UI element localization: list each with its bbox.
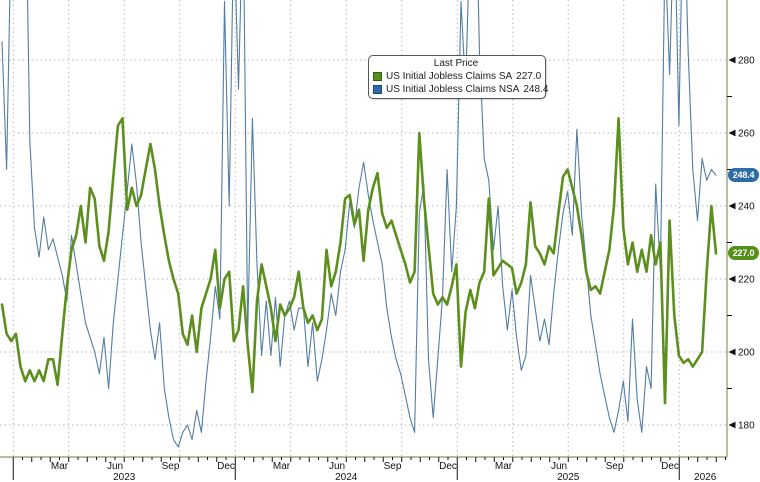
y-tick-label: 260	[738, 129, 755, 140]
year-label: 2023	[113, 472, 136, 482]
month-label: Sep	[384, 461, 402, 472]
sa-series-name: US Initial Jobless Claims SA	[386, 71, 513, 82]
series-line-nsa	[1, 0, 717, 448]
y-tick-label: 180	[738, 421, 755, 432]
y-tick-label: 240	[738, 202, 755, 213]
y-tick-arrow-icon	[728, 348, 736, 356]
y-tick-arrow-icon	[728, 421, 736, 429]
legend-row-sa: US Initial Jobless Claims SA 227.0	[373, 70, 542, 83]
month-label: Dec	[439, 461, 457, 472]
y-tick-label: 220	[738, 275, 755, 286]
month-label: Dec	[661, 461, 679, 472]
month-label: Mar	[51, 461, 69, 472]
legend-title: Last Price	[433, 58, 479, 69]
y-tick-arrow-icon	[728, 129, 736, 137]
nsa-series-swatch-icon	[373, 85, 382, 94]
y-tick-arrow-icon	[728, 202, 736, 210]
sa-last-price-badge: 227.0	[728, 246, 759, 261]
month-label: Jun	[551, 461, 567, 472]
month-label: Sep	[162, 461, 180, 472]
y-axis-ticks: 280 260 240 220 200 180	[727, 56, 755, 432]
y-tick-arrow-icon	[728, 56, 736, 64]
series-line-sa	[0, 117, 718, 405]
sa-series-value: 227.0	[516, 71, 542, 82]
axes	[0, 0, 728, 458]
month-label: Mar	[273, 461, 291, 472]
month-label: Jun	[107, 461, 123, 472]
year-label: 2026	[694, 472, 717, 482]
x-axis-labels: Mar Jun Sep Dec Mar Jun Sep Dec Mar Jun Sep Dec 2023…	[51, 461, 717, 482]
series-group	[0, 0, 718, 448]
y-tick-arrow-icon	[728, 275, 736, 283]
nsa-last-price-badge: 248.4	[728, 168, 759, 183]
nsa-series-value: 248.4	[523, 84, 549, 95]
legend-row-nsa: US Initial Jobless Claims NSA 248.4	[373, 83, 548, 96]
nsa-series-name: US Initial Jobless Claims NSA	[386, 84, 520, 95]
x-axis-ticks	[12, 457, 726, 480]
month-label: Jun	[329, 461, 345, 472]
y-tick-label: 280	[738, 56, 755, 67]
month-label: Sep	[606, 461, 624, 472]
year-label: 2024	[335, 472, 358, 482]
year-label: 2025	[557, 472, 580, 482]
month-label: Mar	[495, 461, 513, 472]
month-label: Dec	[217, 461, 235, 472]
y-tick-label: 200	[738, 348, 755, 359]
sa-series-swatch-icon	[373, 72, 382, 81]
legend: Last Price US Initial Jobless Claims SA …	[368, 55, 548, 99]
